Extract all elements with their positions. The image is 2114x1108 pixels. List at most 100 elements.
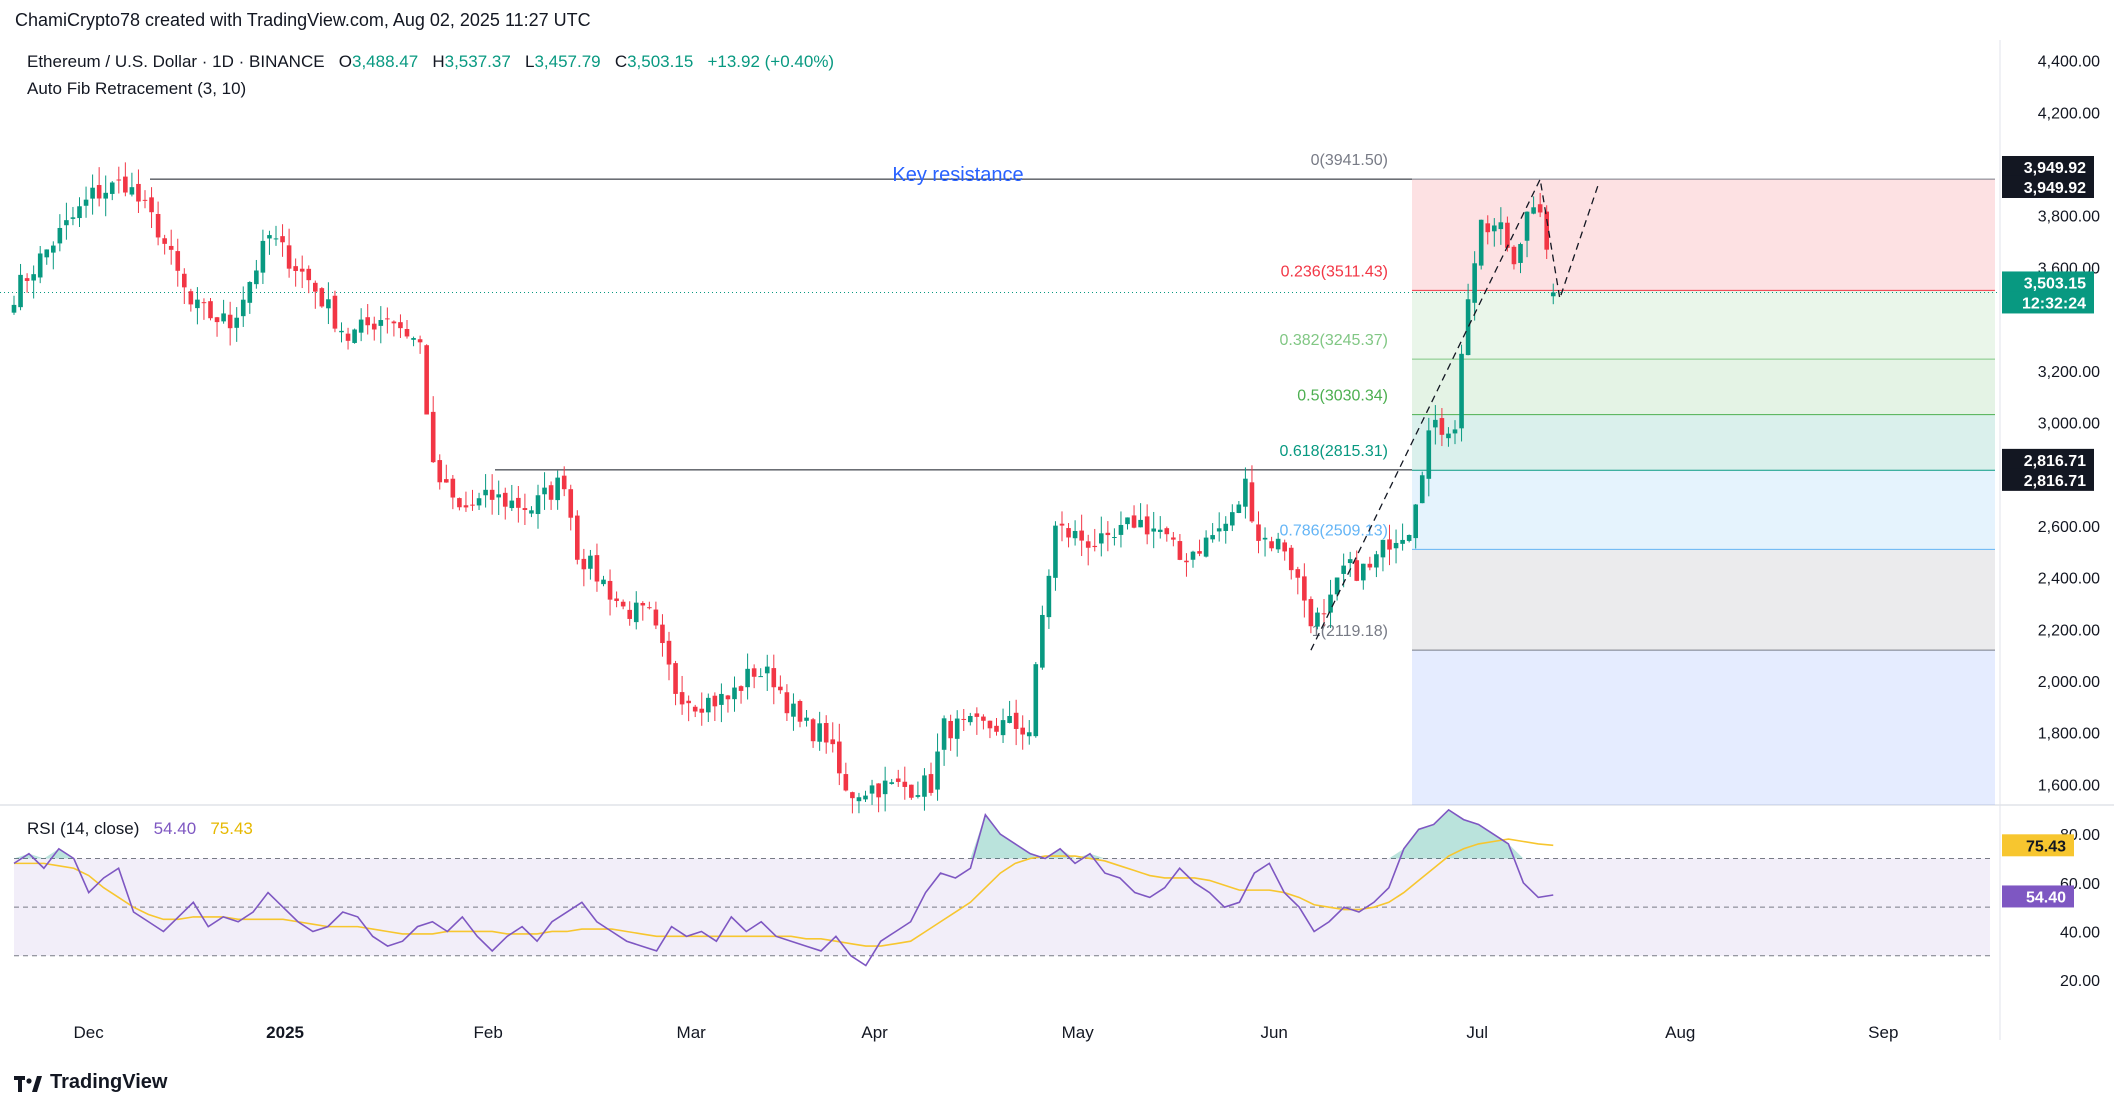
candle-body xyxy=(234,317,239,328)
candle-body xyxy=(915,795,921,797)
candle-body xyxy=(620,601,626,607)
candle-body xyxy=(1157,529,1163,532)
candle-body xyxy=(1472,263,1477,303)
candle-body xyxy=(1151,528,1156,532)
candle-body xyxy=(581,558,587,570)
candle-body xyxy=(483,489,488,496)
open-label: O xyxy=(338,52,352,71)
candle-body xyxy=(568,489,574,518)
candle-body xyxy=(968,716,973,723)
candle-body xyxy=(502,492,508,507)
candle-body xyxy=(391,321,397,324)
x-tick-label: Aug xyxy=(1665,1023,1695,1042)
symbol-name[interactable]: Ethereum / U.S. Dollar · 1D · BINANCE xyxy=(27,52,325,71)
candle-body xyxy=(496,494,501,498)
y-tick-label: 1,600.00 xyxy=(2038,777,2100,794)
y-tick-label: 4,200.00 xyxy=(2038,105,2100,122)
candle-body xyxy=(398,322,403,329)
candle-body xyxy=(1072,530,1078,539)
candle-body xyxy=(437,460,443,483)
price-tag-label: 3,949.92 xyxy=(2024,160,2086,177)
candle-body xyxy=(83,199,89,206)
x-tick-label: May xyxy=(1062,1023,1095,1042)
candle-body xyxy=(889,782,894,784)
candle-body xyxy=(784,692,790,714)
x-tick-label: Jun xyxy=(1260,1023,1287,1042)
candle-body xyxy=(319,288,325,307)
candle-body xyxy=(1066,528,1071,538)
candle-body xyxy=(548,485,554,500)
candle-body xyxy=(463,505,469,508)
candle-body xyxy=(280,236,285,243)
rsi-tag-label: 75.43 xyxy=(2026,838,2066,855)
candle-body xyxy=(1197,551,1202,554)
candles xyxy=(11,162,1556,814)
candle-body xyxy=(909,784,914,798)
candle-body xyxy=(1256,524,1261,541)
chart-canvas[interactable]: 0(3941.50) 0.236(3511.43) 0.382(3245.37) 0.… xyxy=(0,40,2114,1075)
candle-body xyxy=(1118,524,1124,535)
candle-body xyxy=(607,580,613,600)
candle-body xyxy=(1419,475,1425,504)
rsi-band xyxy=(14,858,1990,956)
candle-body xyxy=(994,725,999,732)
candle-body xyxy=(1190,551,1196,560)
candle-body xyxy=(653,609,659,626)
candle-body xyxy=(509,500,515,509)
fib-zone xyxy=(1412,179,1995,291)
tradingview-branding[interactable]: TradingView xyxy=(14,1071,167,1094)
price-tag-label: 2,816.71 xyxy=(2024,453,2086,470)
candle-body xyxy=(869,785,875,794)
candle-body xyxy=(299,268,305,272)
candle-body xyxy=(535,495,541,515)
candle-body xyxy=(444,479,449,483)
rsi-overbought-fill xyxy=(14,809,1554,859)
candle-body xyxy=(476,498,482,506)
candle-body xyxy=(175,251,181,271)
candle-body xyxy=(797,701,803,722)
candle-body xyxy=(830,739,836,745)
candle-body xyxy=(1439,418,1445,435)
candle-body xyxy=(778,686,783,691)
candle-body xyxy=(352,329,357,343)
rsi-line xyxy=(13,808,1554,967)
candle-body xyxy=(149,197,154,213)
candle-body xyxy=(195,299,200,309)
chart-area[interactable]: 0(3941.50) 0.236(3511.43) 0.382(3245.37) 0.… xyxy=(0,40,2114,1075)
candle-body xyxy=(1013,712,1019,729)
rsi-legend[interactable]: RSI (14, close) 54.40 75.43 xyxy=(27,819,253,839)
candle-body xyxy=(804,717,809,721)
fib-label: 0.236(3511.43) xyxy=(1281,263,1388,280)
candle-body xyxy=(1099,533,1104,544)
candle-body xyxy=(247,282,253,303)
candle-body xyxy=(987,720,993,729)
candle-body xyxy=(614,598,619,601)
candle-body xyxy=(345,333,351,341)
candle-body xyxy=(856,797,862,802)
indicator-legend[interactable]: Auto Fib Retracement (3, 10) xyxy=(27,79,247,98)
candle-body xyxy=(1347,559,1353,564)
candle-body xyxy=(109,182,115,194)
candle-body xyxy=(326,299,331,309)
candle-body xyxy=(103,192,108,199)
candle-body xyxy=(1302,576,1307,601)
annotation-key-resistance: Key resistance xyxy=(892,164,1023,186)
candle-body xyxy=(1459,353,1464,429)
x-tick-label: Feb xyxy=(474,1023,503,1042)
rsi-label: RSI (14, close) xyxy=(27,819,140,838)
candle-body xyxy=(457,498,462,508)
candle-body xyxy=(725,695,731,700)
candle-body xyxy=(1033,664,1039,737)
candle-body xyxy=(1393,542,1399,549)
candle-body xyxy=(1452,429,1458,434)
candle-body xyxy=(273,238,279,240)
candle-body xyxy=(1046,575,1052,618)
y-tick-label: 2,600.00 xyxy=(2038,519,2100,536)
candle-body xyxy=(666,640,672,665)
candle-body xyxy=(633,602,639,623)
x-tick-label: Sep xyxy=(1868,1023,1898,1042)
candle-body xyxy=(1210,535,1215,540)
price-tag-bg xyxy=(2002,271,2094,294)
price-tag-bg xyxy=(2002,175,2094,198)
y-tick-label: 2,400.00 xyxy=(2038,571,2100,588)
